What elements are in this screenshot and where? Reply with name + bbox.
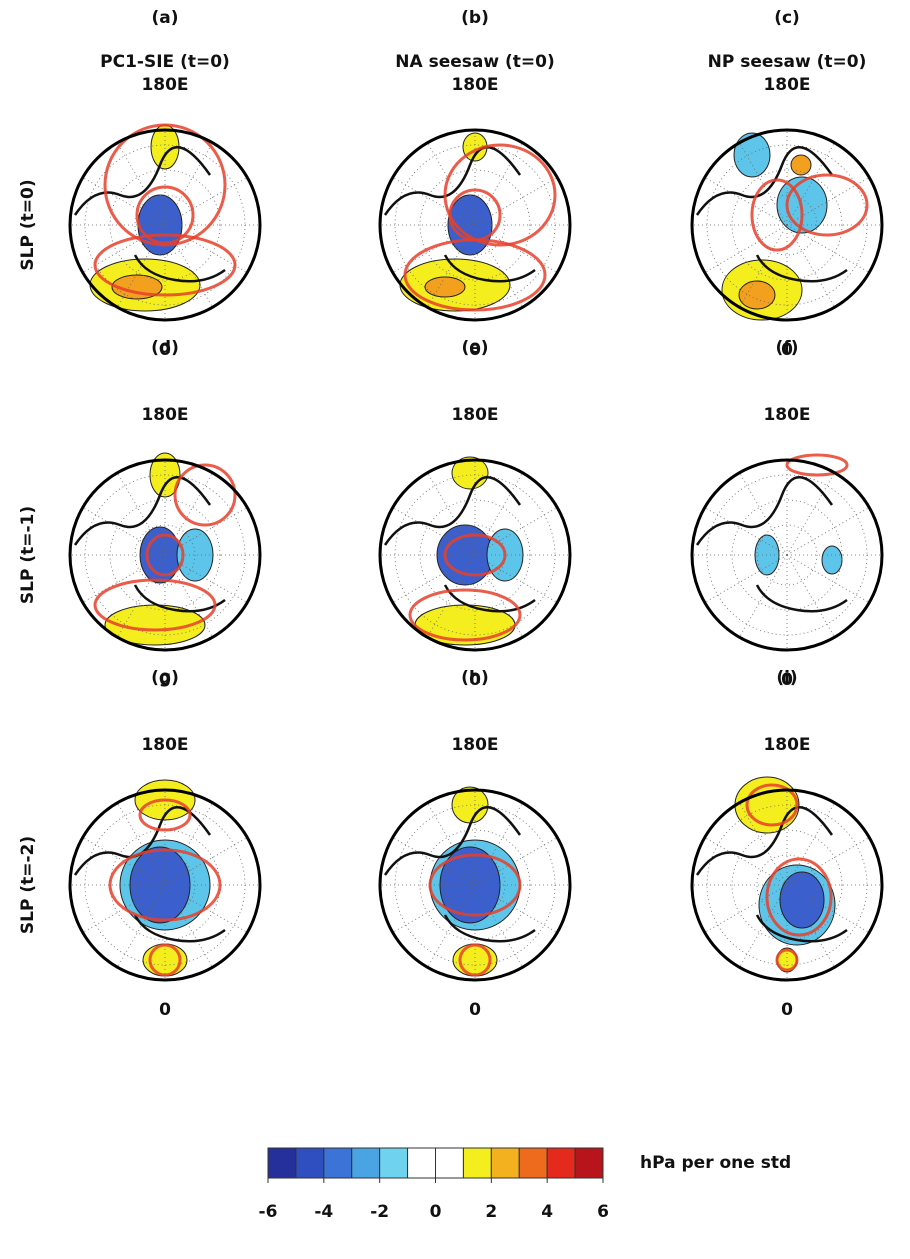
top-label: 180E — [763, 735, 810, 755]
colorbar-box — [491, 1148, 519, 1178]
bottom-label: 0 — [781, 1000, 793, 1020]
top-label: 180E — [451, 405, 498, 425]
colorbar-box — [575, 1148, 603, 1178]
panel-letter: (c) — [774, 8, 800, 28]
polar-map — [380, 457, 570, 650]
top-label: 180E — [141, 75, 188, 95]
top-label: 180E — [451, 75, 498, 95]
top-label: 180E — [141, 735, 188, 755]
colorbar-box — [408, 1148, 436, 1178]
panel-letter: (b) — [461, 8, 489, 28]
slp-anomaly — [822, 546, 842, 574]
colorbar-tick-label: 6 — [597, 1202, 609, 1222]
column-title: NA seesaw (t=0) — [395, 52, 554, 72]
top-label: 180E — [763, 75, 810, 95]
column-title: NP seesaw (t=0) — [708, 52, 867, 72]
colorbar-tick-label: 2 — [485, 1202, 497, 1222]
slp-anomaly — [791, 155, 811, 175]
colorbar-box — [436, 1148, 464, 1178]
column-title: PC1-SIE (t=0) — [100, 52, 230, 72]
polar-map — [70, 453, 260, 650]
panel-letter: (f) — [776, 338, 799, 358]
panel-letter: (e) — [461, 338, 488, 358]
row-label: SLP (t=-2) — [18, 836, 38, 934]
slp-anomaly — [739, 281, 775, 309]
bottom-label: 0 — [469, 1000, 481, 1020]
colorbar-box — [324, 1148, 352, 1178]
polar-map — [70, 780, 260, 980]
polar-map — [70, 125, 260, 320]
colorbar-tick-label: -6 — [259, 1202, 278, 1222]
panel-letter: (h) — [461, 668, 489, 688]
top-label: 180E — [451, 735, 498, 755]
colorbar-box — [547, 1148, 575, 1178]
slp-anomaly — [425, 277, 465, 297]
polar-map — [692, 130, 882, 320]
panel-letter: (i) — [776, 668, 797, 688]
figure: SLP (t=0) (a) PC1-SIE (t=0) 180E 0 (b) NA sees… — [0, 0, 910, 1255]
row-label: SLP (t=0) — [18, 179, 38, 270]
colorbar-box — [463, 1148, 491, 1178]
row-label: SLP (t=-1) — [18, 506, 38, 604]
colorbar-tick-label: -4 — [314, 1202, 333, 1222]
colorbar-tick-label: -2 — [370, 1202, 389, 1222]
polar-map — [380, 130, 570, 320]
colorbar-box — [352, 1148, 380, 1178]
panel-letter: (d) — [151, 338, 179, 358]
slp-anomaly — [734, 133, 770, 177]
top-label: 180E — [141, 405, 188, 425]
panel-letter: (a) — [151, 8, 178, 28]
colorbar-tick-label: 0 — [430, 1202, 442, 1222]
top-label: 180E — [763, 405, 810, 425]
panel-letter: (g) — [151, 668, 179, 688]
polar-map — [380, 787, 570, 980]
colorbar-box — [268, 1148, 296, 1178]
colorbar-label: hPa per one std — [640, 1153, 791, 1173]
polar-map — [692, 777, 882, 980]
colorbar-box — [380, 1148, 408, 1178]
colorbar-box — [296, 1148, 324, 1178]
polar-map — [692, 455, 882, 650]
colorbar-tick-label: 4 — [541, 1202, 553, 1222]
colorbar-box — [519, 1148, 547, 1178]
bottom-label: 0 — [159, 1000, 171, 1020]
